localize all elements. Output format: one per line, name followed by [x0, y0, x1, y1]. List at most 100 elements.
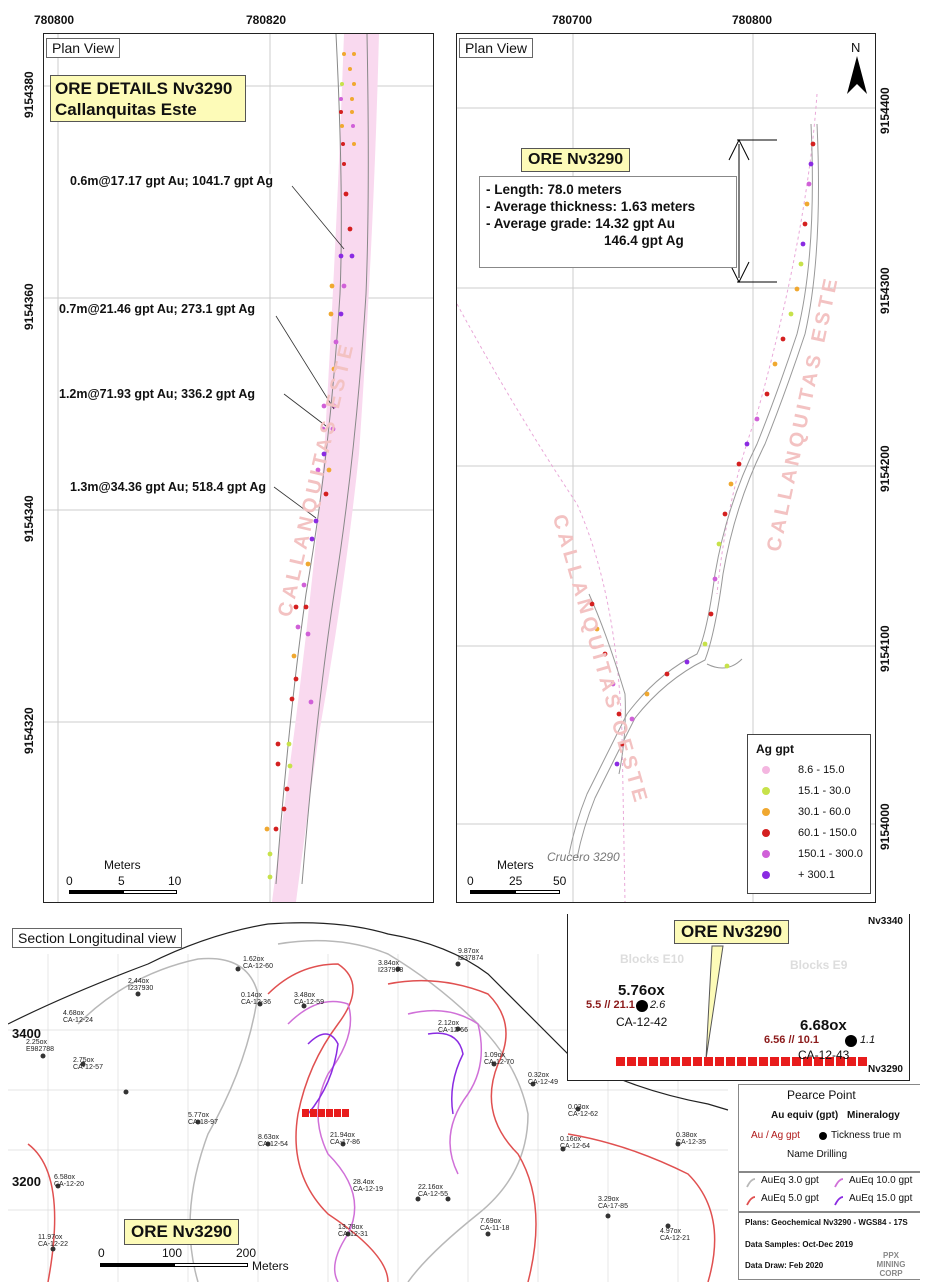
legend-swatch: [762, 849, 770, 858]
inset-blocks-left: Blocks E10: [620, 952, 685, 966]
ore-note-1: 0.6m@17.17 gpt Au; 1041.7 gpt Ag: [70, 174, 273, 188]
drill-label: 21.94ox CA-17-86: [330, 1132, 360, 1146]
inset-level-top: Nv3340: [867, 916, 903, 927]
drill-label: 11.97ox CA-12-22: [38, 1234, 68, 1248]
y-coord-9154400: 9154400: [878, 87, 892, 134]
drill-label: 0.16ox CA-12-64: [560, 1136, 590, 1150]
scale-tick-0: 0: [66, 874, 73, 888]
scale-tick-100: 100: [162, 1246, 183, 1260]
y-coord-9154300: 9154300: [878, 267, 892, 314]
ag-legend: Ag gpt 8.6 - 15.0 15.1 - 30.0 30.1 - 60.…: [747, 734, 871, 894]
contour-legend-swatches: [746, 1178, 844, 1206]
drill-label: 0.38ox CA-12-35: [676, 1132, 706, 1146]
x-coord-780800: 780800: [732, 13, 773, 27]
hole1-name: CA-12-42: [616, 1015, 668, 1029]
drill-label: 2.12ox CA-12-66: [438, 1020, 468, 1034]
frame-label: Plan View: [46, 38, 121, 58]
legend-swatch: [762, 765, 770, 774]
pearce-name: Name Drilling: [787, 1149, 848, 1160]
legend-item: 60.1 - 150.0: [748, 822, 870, 843]
hole2-au-ag: 6.56 // 10.1: [764, 1034, 820, 1046]
inset-canvas: [616, 945, 867, 1066]
inset-title: ORE Nv3290: [674, 920, 790, 944]
scale-bar: 0 100 200 Meters: [98, 1246, 338, 1282]
pearce-au-equiv: Au equiv (gpt): [771, 1110, 839, 1121]
legend-swatch: [762, 786, 770, 795]
frame-label: Plan View: [459, 38, 534, 58]
scale-tick-25: 25: [509, 874, 523, 888]
legend-title: Ag gpt: [756, 742, 794, 756]
x-coord-780700: 780700: [552, 13, 593, 27]
contour-label-3: AuEq 3.0 gpt: [761, 1175, 819, 1186]
section-canvas: [8, 922, 729, 1282]
y-coord-9154380: 9154380: [22, 71, 36, 118]
legend-label: 60.1 - 150.0: [798, 826, 857, 839]
scale-bar: Meters 0 25 50: [467, 858, 597, 896]
inset-level-bottom: Nv3290: [867, 1064, 903, 1075]
detail-map-canvas: [44, 34, 433, 902]
legend-swatch: [762, 828, 770, 837]
x-coord-780800: 780800: [34, 13, 75, 27]
level-3200: 3200: [12, 1174, 41, 1189]
scale-title: Meters: [497, 858, 534, 872]
plan-view-detail-panel: Plan View ORE DETAILS Nv3290 Callanquita…: [43, 33, 434, 903]
legend-label: 15.1 - 30.0: [798, 784, 851, 797]
x-coord-780820: 780820: [246, 13, 287, 27]
scale-title: Meters: [104, 858, 141, 872]
scale-tick-50: 50: [553, 874, 567, 888]
pearce-title: Pearce Point: [787, 1088, 856, 1102]
scale-tick-0: 0: [467, 874, 474, 888]
frame-label: Section Longitudinal view: [12, 928, 182, 948]
drill-label: 4.68ox CA-12-24: [63, 1010, 93, 1024]
crucero-label: Crucero 3290: [547, 850, 620, 864]
drill-label: 3.84ox I237968: [378, 960, 404, 974]
drill-label: 6.58ox CA-12-20: [54, 1174, 84, 1188]
ore-block-strip: [302, 1109, 349, 1117]
legend-label: 30.1 - 60.0: [798, 805, 851, 818]
drill-label: 2.25ox E982788: [26, 1039, 55, 1053]
contour-label-10: AuEq 10.0 gpt: [849, 1175, 913, 1186]
y-coord-9154200: 9154200: [878, 445, 892, 492]
footer-plans: Plans: Geochemical Nv3290 - WGS84 - 17S: [745, 1218, 908, 1227]
y-coord-9154100: 9154100: [878, 625, 892, 672]
drill-points: [40, 961, 681, 1252]
scale-tick-0: 0: [98, 1246, 105, 1260]
legend-item: 30.1 - 60.0: [748, 801, 870, 822]
scale-unit: Meters: [252, 1259, 289, 1273]
scale-tick-10: 10: [168, 874, 182, 888]
drill-label: 5.77ox CA-18-97: [188, 1112, 218, 1126]
info-length: - Length: 78.0 meters: [486, 182, 622, 197]
y-coord-9154320: 9154320: [22, 707, 36, 754]
scale-bar: Meters 0 5 10: [66, 858, 196, 896]
hole1-thickness: 2.6: [650, 999, 666, 1011]
title-box: ORE DETAILS Nv3290 Callanquitas Este: [50, 75, 246, 122]
info-grade-au: - Average grade: 14.32 gpt Au: [486, 216, 676, 231]
legend-swatch: [762, 870, 770, 879]
title-line-2: Callanquitas Este: [55, 100, 197, 119]
legend-label: 8.6 - 15.0: [798, 763, 845, 776]
ore-title-box: ORE Nv3290: [521, 148, 631, 172]
y-coord-9154340: 9154340: [22, 495, 36, 542]
drill-label: 1.62ox CA-12-60: [243, 956, 273, 970]
drill-label: 3.48ox CA-12-59: [294, 992, 324, 1006]
footer-samples: Data Samples: Oct-Dec 2019: [745, 1240, 854, 1249]
legend-label: + 300.1: [798, 868, 836, 881]
ore-note-2: 0.7m@21.46 gpt Au; 273.1 gpt Ag: [59, 302, 256, 316]
y-coord-9154000: 9154000: [878, 803, 892, 850]
ore-note-4: 1.3m@34.36 gpt Au; 518.4 gpt Ag: [70, 480, 267, 494]
pearce-legend: Pearce Point Au equiv (gpt) Mineralogy A…: [738, 1084, 920, 1172]
legend-item: 15.1 - 30.0: [748, 780, 870, 801]
drill-label: 7.69ox CA-11-18: [480, 1218, 510, 1232]
drill-label: 9.87ox I237874: [458, 948, 484, 962]
contour-label-15: AuEq 15.0 gpt: [849, 1193, 913, 1204]
inset-box: Nv3340 Nv3290 Blocks E10 Blocks E9 ORE N…: [567, 914, 910, 1081]
north-arrow: N: [851, 40, 861, 55]
footer-draw: Data Draw: Feb 2020: [745, 1261, 824, 1270]
drill-label: 0.03ox CA-12-62: [568, 1104, 598, 1118]
scale-tick-200: 200: [236, 1246, 257, 1260]
ore-info-box: - Length: 78.0 meters - Average thicknes…: [479, 176, 737, 268]
footer-box: Plans: Geochemical Nv3290 - WGS84 - 17S …: [738, 1212, 920, 1280]
drill-label: 22.16ox CA-12-55: [418, 1184, 448, 1198]
legend-item: 8.6 - 15.0: [748, 759, 870, 780]
info-thickness: - Average thickness: 1.63 meters: [486, 199, 696, 214]
